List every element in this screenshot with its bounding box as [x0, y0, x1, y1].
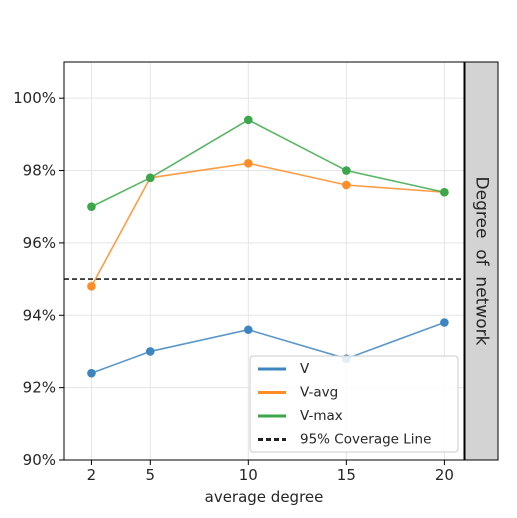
- data-point-v-max: [145, 173, 155, 183]
- legend-label-v: V: [300, 361, 310, 377]
- x-tick-label: 5: [146, 466, 156, 484]
- data-point-v: [440, 318, 449, 327]
- x-tick-label: 10: [239, 466, 258, 484]
- y-tick-label: 90%: [23, 451, 56, 469]
- y-tick-label: 92%: [23, 379, 56, 397]
- y-tick-label: 98%: [23, 162, 56, 180]
- y-tick-label: 96%: [23, 234, 56, 252]
- facet-strip-label: Degree of network: [472, 177, 492, 346]
- series-line-v-avg: [90, 162, 445, 287]
- x-tick-label: 15: [337, 466, 356, 484]
- data-point-v: [145, 347, 155, 356]
- legend-box: [249, 355, 459, 453]
- legend-label-v-avg: V-avg: [300, 385, 338, 401]
- data-point-v-max: [87, 202, 96, 212]
- facet-strip: Degree of network: [464, 61, 499, 461]
- data-point-v-avg: [244, 159, 253, 168]
- x-axis-ticks: 2 5 10 15 20: [87, 460, 454, 484]
- plot-frame: [63, 61, 465, 461]
- y-tick-label: 94%: [23, 306, 56, 324]
- x-tick-label: 2: [87, 466, 97, 484]
- data-point-v-max: [342, 166, 351, 175]
- y-axis-ticks: 90% 92% 94% 96% 98% 100%: [13, 89, 64, 469]
- legend-label-v-max: V-max: [300, 408, 343, 424]
- legend-label-95-coverage-line: 95% Coverage Line: [300, 432, 431, 448]
- data-point-v-max: [440, 187, 449, 197]
- x-tick-label: 20: [435, 466, 454, 484]
- data-point-v-avg: [342, 180, 351, 190]
- x-axis-label: average degree: [205, 488, 324, 506]
- data-point-v-avg: [87, 282, 96, 291]
- legend: V V-avg V-max 95% Coverage Line: [249, 355, 459, 453]
- series-line-v-max: [91, 118, 445, 208]
- data-point-v: [87, 368, 96, 378]
- y-tick-label: 100%: [13, 89, 56, 107]
- facet-strip-box: [464, 61, 499, 461]
- series-group: [87, 115, 449, 378]
- data-point-v: [244, 325, 253, 335]
- data-point-v-max: [244, 115, 253, 125]
